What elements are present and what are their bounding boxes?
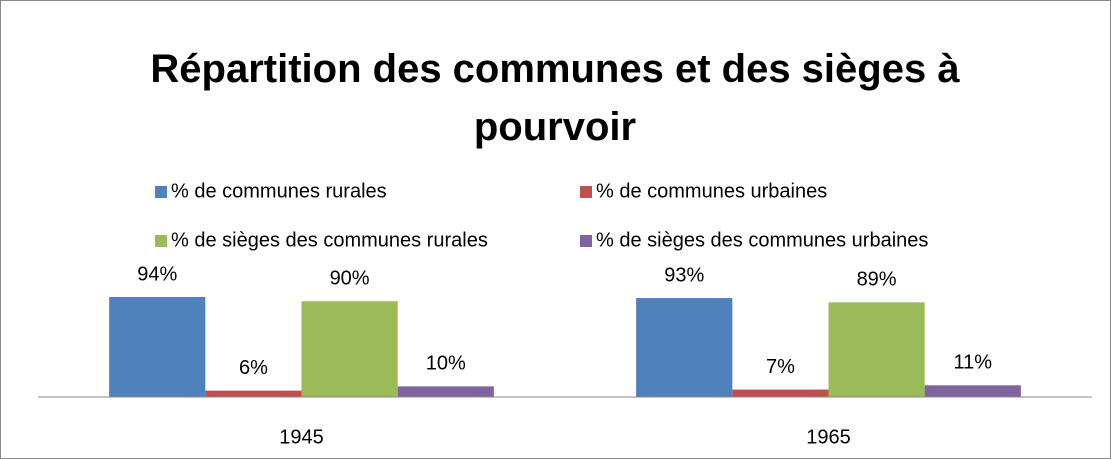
value-label: 10% (426, 353, 466, 375)
x-tick-label: 1965 (806, 426, 851, 448)
x-tick-label: 1945 (279, 426, 324, 448)
bar (109, 296, 206, 397)
value-label: 7% (766, 356, 795, 378)
legend-swatch (580, 235, 592, 247)
value-label: 6% (239, 357, 268, 379)
legend-label: % de communes urbaines (596, 180, 827, 202)
value-label: 93% (664, 264, 704, 286)
value-label: 94% (137, 263, 177, 285)
bar (732, 389, 829, 397)
legend-swatch (155, 235, 167, 247)
legend-label: % de communes rurales (171, 180, 387, 202)
value-label: 11% (953, 352, 992, 374)
bar (397, 386, 494, 397)
value-label: 89% (857, 269, 897, 291)
bar (301, 301, 398, 397)
bar (924, 385, 1021, 397)
bar (828, 302, 925, 397)
bar (636, 298, 733, 397)
value-label: 90% (330, 268, 370, 290)
bar (205, 390, 302, 397)
legend-swatch (580, 186, 592, 198)
legend-label: % de sièges des communes urbaines (596, 229, 928, 251)
chart-title: Répartition des communes et des sièges à… (150, 47, 960, 149)
legend-swatch (155, 186, 167, 198)
legend-label: % de sièges des communes rurales (171, 229, 488, 251)
